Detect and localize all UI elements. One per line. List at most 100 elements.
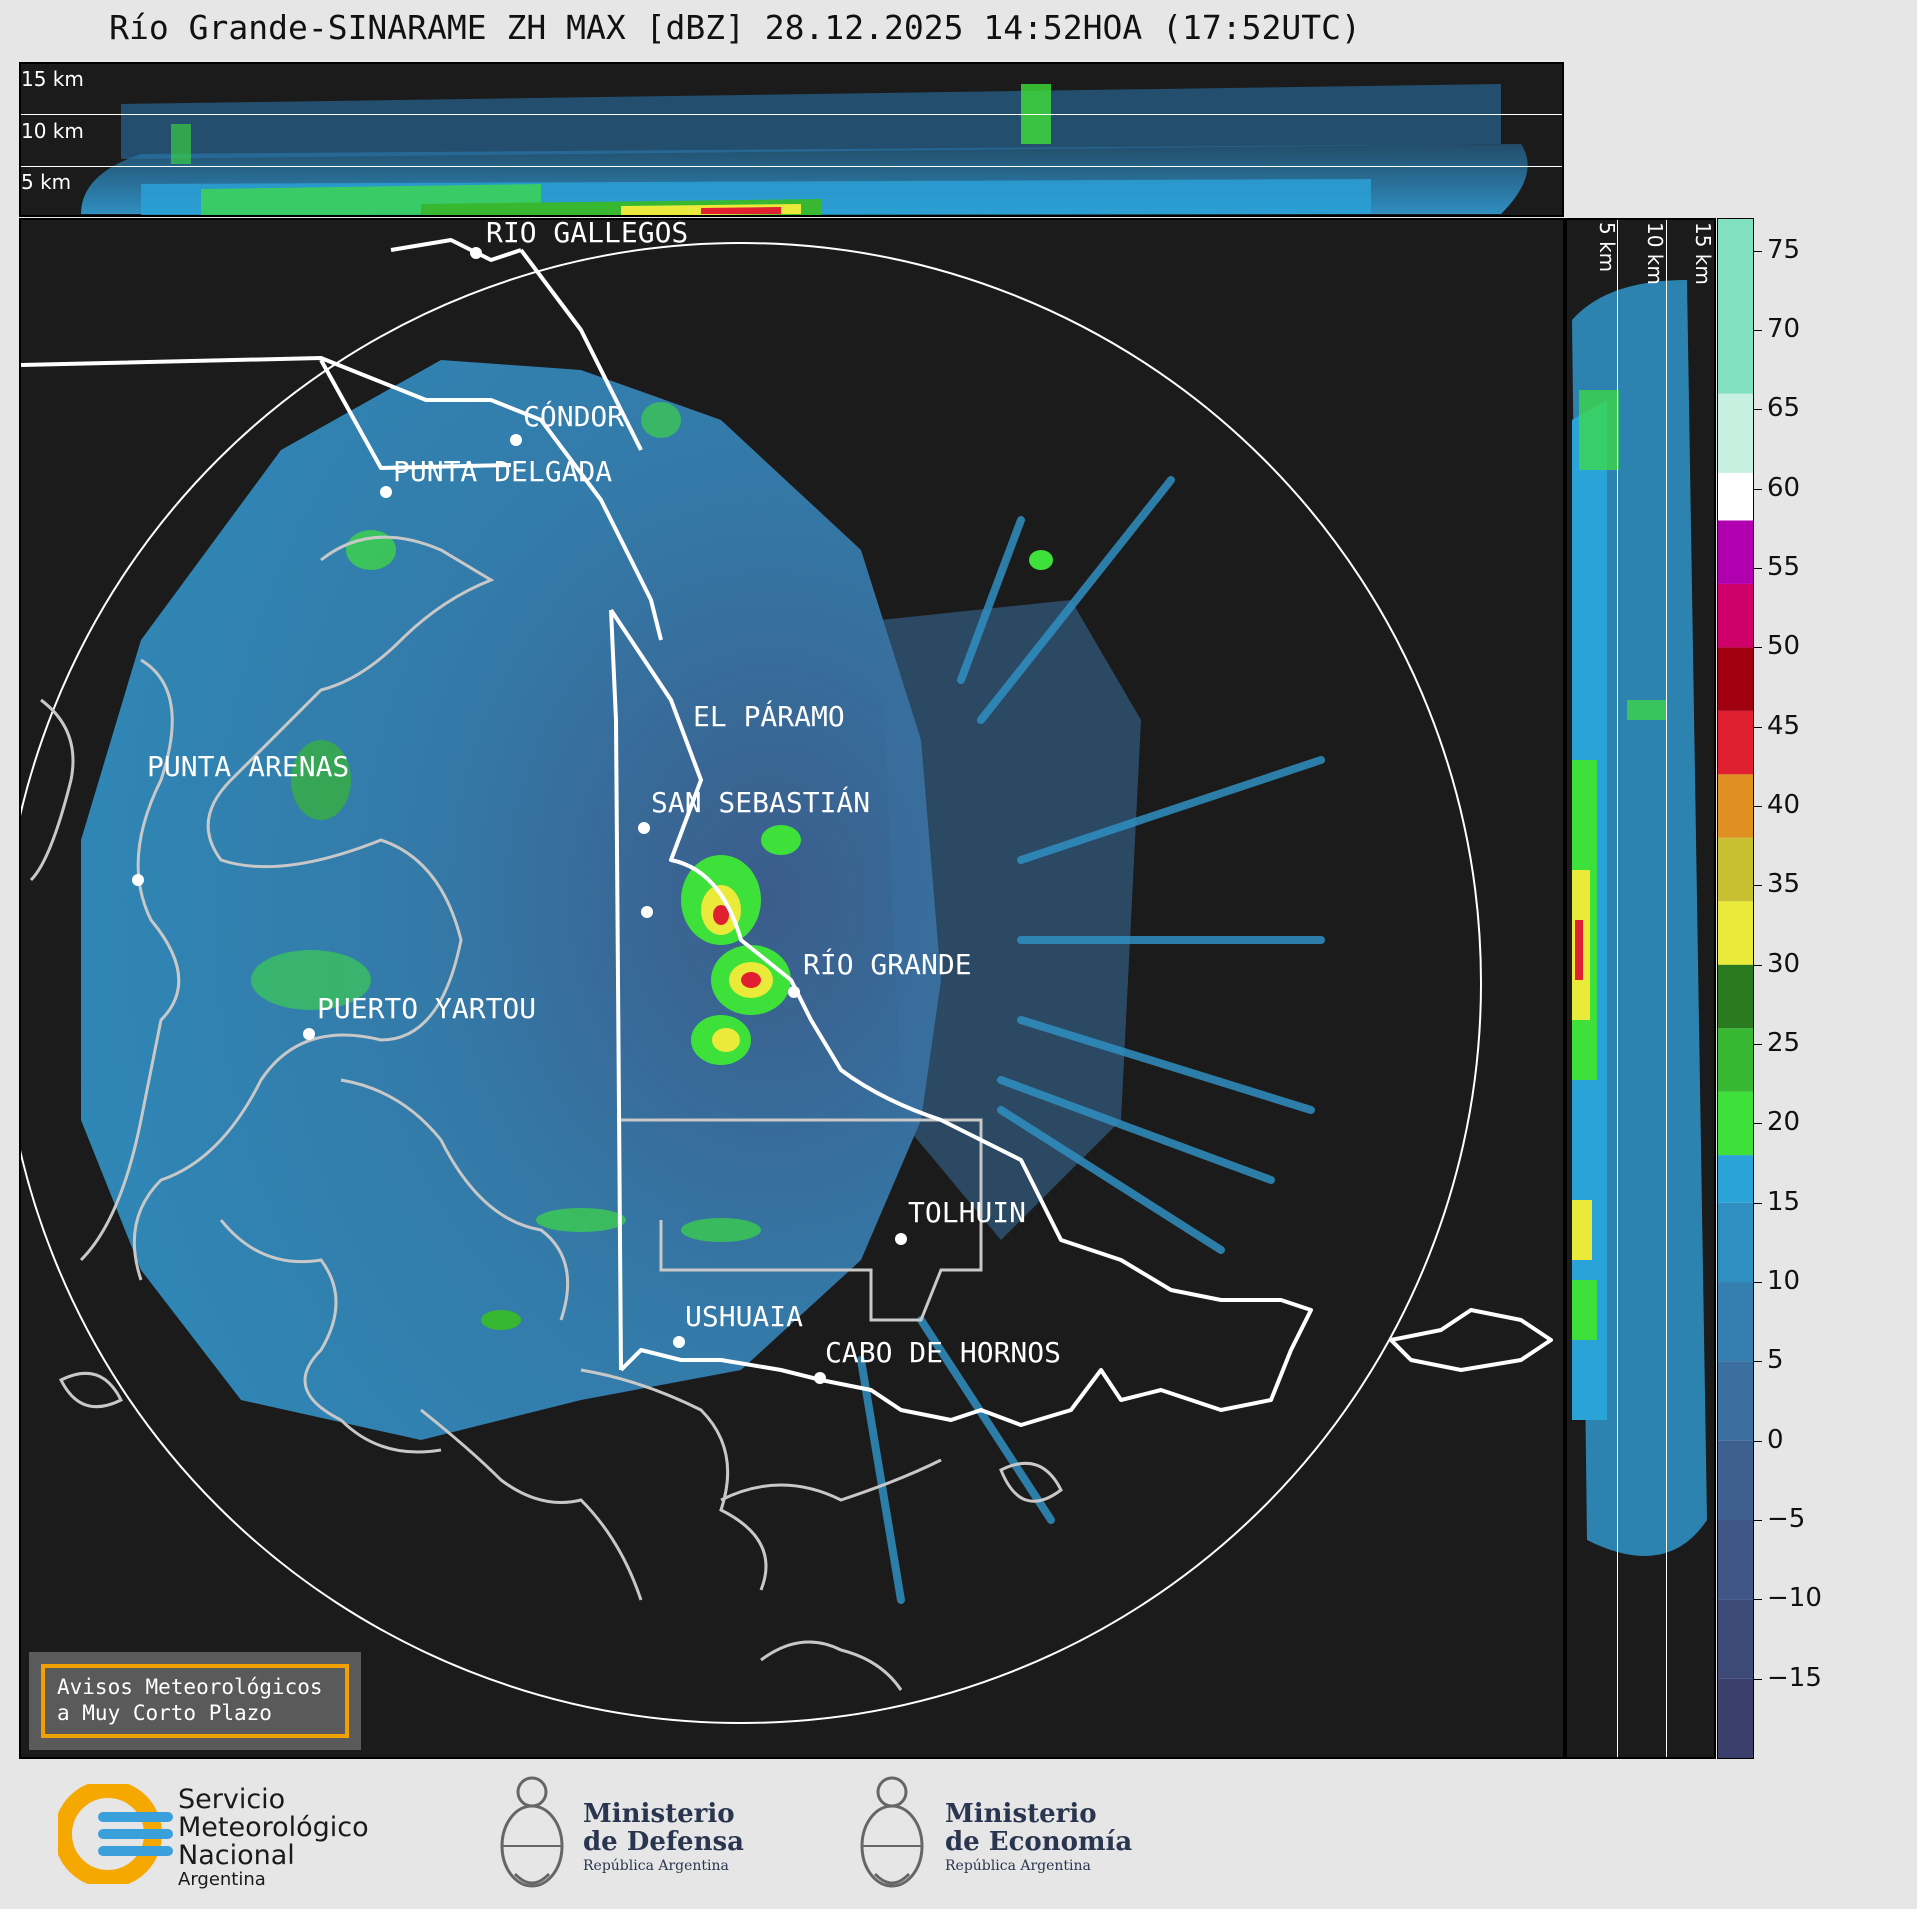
colorbar-band <box>1718 837 1753 902</box>
city-label-rio-gallegos: RÍO GALLEGOS <box>486 218 689 249</box>
height-label-10km-v: 10 km <box>1643 222 1667 285</box>
colorbar-band <box>1718 710 1753 775</box>
colorbar-tick <box>1754 1044 1762 1046</box>
notice-box[interactable]: Avisos Meteorológicos a Muy Corto Plazo <box>29 1652 361 1750</box>
colorbar-gradient <box>1718 219 1753 1758</box>
colorbar-band <box>1718 1678 1753 1758</box>
colorbar-tick <box>1754 1678 1762 1680</box>
smn-line-1: Servicio <box>178 1784 286 1815</box>
colorbar-tick <box>1754 568 1762 570</box>
colorbar-band <box>1718 1091 1753 1156</box>
colorbar-tick-label: 10 <box>1767 1266 1801 1297</box>
right-profile-echoes <box>1572 280 1707 1556</box>
smn-line-3: Nacional <box>178 1840 295 1871</box>
radar-map-svg <box>21 238 1553 1724</box>
colorbar-tick <box>1754 409 1762 411</box>
colorbar-band <box>1718 1282 1753 1362</box>
height-label-15km: 15 km <box>21 67 84 91</box>
city-label-rio-grande: RÍO GRANDE <box>803 948 972 981</box>
colorbar-tick <box>1754 806 1762 808</box>
economia-line-1: Ministerio <box>945 1799 1097 1829</box>
colorbar-tick-label: 75 <box>1767 234 1801 265</box>
colorbar-tick <box>1754 488 1762 490</box>
colorbar-tick-label: −10 <box>1767 1583 1822 1614</box>
colorbar-band <box>1718 1361 1753 1441</box>
smn-line-4: Argentina <box>178 1869 266 1890</box>
colorbar-band <box>1718 647 1753 711</box>
colorbar-tick <box>1754 885 1762 887</box>
colorbar-tick-label: 55 <box>1767 552 1801 583</box>
top-height-profile: 15 km 10 km 5 km <box>19 62 1564 217</box>
colorbar-band <box>1718 472 1753 521</box>
colorbar-band <box>1718 583 1753 648</box>
colorbar-tick <box>1754 1440 1762 1442</box>
city-label-punta-arenas: PUNTA ARENAS <box>147 750 350 783</box>
top-profile-echoes <box>81 84 1528 215</box>
map-title: Río Grande-SINARAME ZH MAX [dBZ] 28.12.2… <box>109 8 1361 47</box>
colorbar-tick-label: 65 <box>1767 393 1801 424</box>
colorbar-band <box>1718 1520 1753 1600</box>
colorbar-tick <box>1754 1361 1762 1363</box>
colorbar-tick-label: 15 <box>1767 1186 1801 1217</box>
economia-line-3: República Argentina <box>945 1858 1091 1874</box>
colorbar-band <box>1718 964 1753 1029</box>
colorbar-tick <box>1754 1599 1762 1601</box>
smn-line-2: Meteorológico <box>178 1812 369 1843</box>
colorbar-tick-label: −15 <box>1767 1662 1822 1693</box>
height-label-5km: 5 km <box>21 170 72 194</box>
colorbar-band <box>1718 901 1753 965</box>
colorbar-band <box>1718 393 1753 473</box>
colorbar-tick <box>1754 964 1762 966</box>
colorbar-tick-label: 20 <box>1767 1107 1801 1138</box>
coat-of-arms-icon <box>860 1776 924 1888</box>
colorbar-tick <box>1754 1123 1762 1125</box>
height-label-5km-v: 5 km <box>1595 222 1619 273</box>
radar-map: RÍO GALLEGOS CÓNDOR PUNTA DELGADA PUNTA … <box>19 218 1565 1759</box>
city-label-punta-delgada: PUNTA DELGADA <box>393 455 613 488</box>
colorbar-tick-label: 0 <box>1767 1424 1784 1455</box>
colorbar-band <box>1718 774 1753 838</box>
colorbar-band <box>1718 520 1753 584</box>
colorbar-tick-label: −5 <box>1767 1504 1806 1534</box>
colorbar-tick-label: 35 <box>1767 869 1801 900</box>
colorbar-tick-label: 30 <box>1767 948 1801 979</box>
colorbar-band <box>1718 1440 1753 1521</box>
right-height-profile: 5 km 10 km 15 km <box>1565 218 1716 1759</box>
colorbar-tick <box>1754 1202 1762 1204</box>
defensa-line-2: de Defensa <box>583 1827 744 1857</box>
height-label-15km-v: 15 km <box>1691 222 1715 285</box>
colorbar-tick <box>1754 647 1762 649</box>
city-label-cabo-de-hornos: CABO DE HORNOS <box>825 1336 1062 1369</box>
city-label-puerto-yartou: PUERTO YARTOU <box>317 992 537 1025</box>
city-label-san-sebastian: SAN SEBASTIÁN <box>651 786 871 819</box>
colorbar-tick-label: 70 <box>1767 314 1801 345</box>
colorbar-tick-label: 40 <box>1767 790 1801 821</box>
colorbar-band <box>1718 1202 1753 1283</box>
colorbar-tick <box>1754 330 1762 332</box>
colorbar-tick <box>1754 726 1762 728</box>
notice-line-1: Avisos Meteorológicos <box>57 1675 323 1699</box>
footer-logos: Servicio Meteorológico Nacional Argentin… <box>0 1760 1917 1909</box>
smn-logo-icon <box>58 1784 173 1884</box>
defensa-line-1: Ministerio <box>583 1799 735 1829</box>
coat-of-arms-icon <box>500 1776 564 1888</box>
city-label-el-paramo: EL PÁRAMO <box>693 700 845 733</box>
dbz-colorbar <box>1717 218 1754 1759</box>
colorbar-tick-label: 50 <box>1767 631 1801 662</box>
colorbar-tick-label: 25 <box>1767 1028 1801 1059</box>
colorbar-tick-label: 5 <box>1767 1345 1784 1376</box>
colorbar-band <box>1718 1599 1753 1679</box>
colorbar-tick-label: 45 <box>1767 710 1801 741</box>
defensa-line-3: República Argentina <box>583 1858 729 1874</box>
colorbar-tick <box>1754 250 1762 252</box>
colorbar-band <box>1718 1028 1753 1092</box>
city-label-condor: CÓNDOR <box>523 400 625 433</box>
city-label-tolhuin: TOLHUIN <box>908 1196 1027 1229</box>
notice-line-2: a Muy Corto Plazo <box>57 1701 272 1725</box>
colorbar-band <box>1718 219 1753 394</box>
city-label-ushuaia: USHUAIA <box>685 1300 804 1333</box>
colorbar-tick <box>1754 1282 1762 1284</box>
colorbar-tick <box>1754 1520 1762 1521</box>
economia-line-2: de Economía <box>945 1827 1133 1857</box>
colorbar-band <box>1718 1155 1753 1203</box>
